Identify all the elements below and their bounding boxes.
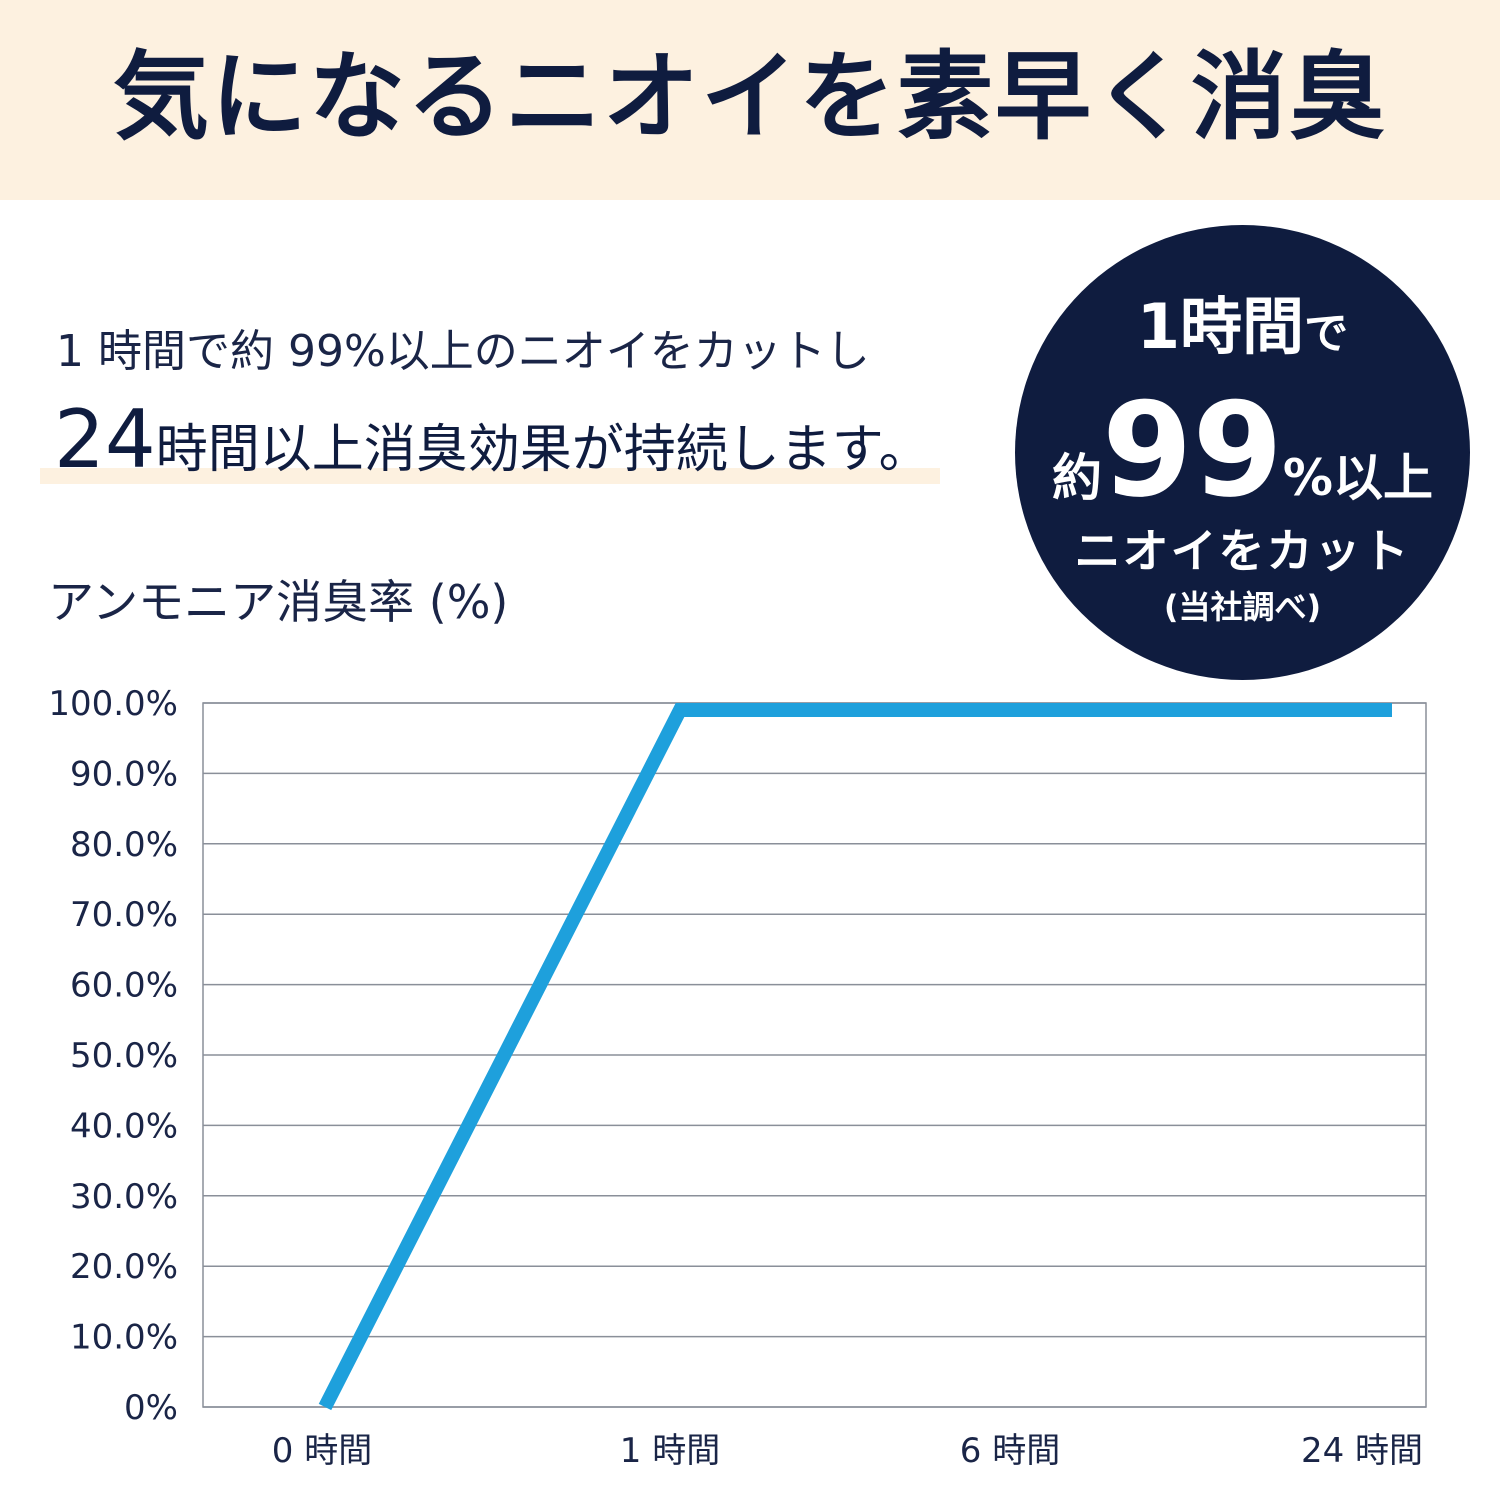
lead-text-rest: 時間以上消臭効果が持続します。: [155, 420, 931, 480]
series-line: [318, 703, 1392, 1411]
badge-note: (当社調べ): [1163, 588, 1322, 626]
y-tick-label: 100.0%: [48, 684, 178, 724]
x-tick-label: 6 時間: [960, 1431, 1060, 1471]
y-tick-label: 90.0%: [70, 754, 178, 794]
page-title: 気になるニオイを素早く消臭: [113, 41, 1387, 153]
result-badge: 1時間で 約99%以上 ニオイをカット (当社調べ): [1015, 225, 1470, 680]
lead-hours-number: 24: [54, 393, 156, 486]
x-tick-label: 24 時間: [1301, 1431, 1423, 1471]
y-tick-label: 60.0%: [70, 966, 178, 1006]
badge-line1: 1時間で: [1015, 287, 1470, 374]
y-tick-label: 80.0%: [70, 825, 178, 865]
y-tick-label: 10.0%: [70, 1318, 178, 1358]
x-tick-label: 1 時間: [620, 1431, 720, 1471]
badge-approx-text: 約: [1051, 449, 1102, 507]
badge-line3: ニオイをカット: [1074, 524, 1411, 578]
badge-line2: 約99%以上: [1015, 375, 1470, 565]
lead-text-line1: 1 時間で約 99%以上のニオイをカットし: [56, 326, 870, 377]
highlight-underline: [40, 468, 940, 484]
header-banner: 気になるニオイを素早く消臭: [0, 0, 1500, 200]
chart-y-title: アンモニア消臭率 (%): [48, 575, 509, 629]
y-tick-label: 50.0%: [70, 1036, 178, 1076]
badge-de-text: で: [1304, 308, 1349, 359]
y-tick-label: 30.0%: [70, 1177, 178, 1217]
y-tick-label: 0%: [124, 1388, 178, 1428]
lead-text-line2: 24時間以上消臭効果が持続します。: [54, 395, 931, 507]
badge-hour-text: 1時間: [1136, 290, 1305, 363]
badge-percent-suffix: %以上: [1282, 449, 1434, 507]
y-tick-label: 20.0%: [70, 1247, 178, 1287]
badge-percent-number: 99: [1101, 374, 1283, 526]
y-tick-label: 40.0%: [70, 1106, 178, 1146]
x-tick-label: 0 時間: [272, 1431, 372, 1471]
y-tick-label: 70.0%: [70, 895, 178, 935]
